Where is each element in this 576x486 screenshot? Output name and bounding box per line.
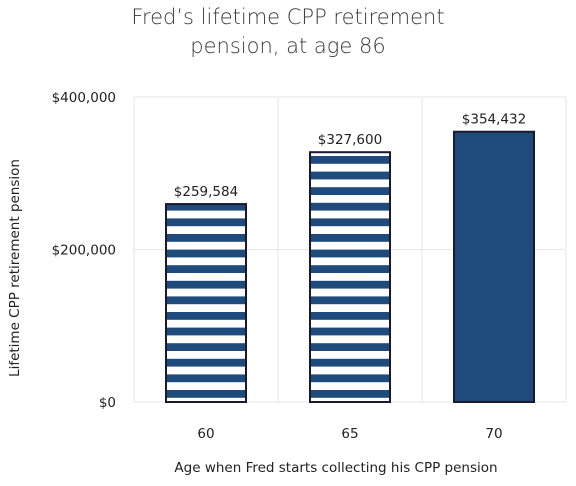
y-tick-label: $0 xyxy=(99,395,116,411)
y-tick-label: $400,000 xyxy=(52,90,116,106)
bar-age-70 xyxy=(454,132,534,402)
data-label-age-60: $259,584 xyxy=(174,184,238,200)
chart-title-line-1: Fred’s lifetime CPP retirement xyxy=(131,5,444,29)
chart-title-line-2: pension, at age 86 xyxy=(190,34,385,58)
bar-age-65 xyxy=(310,152,390,402)
data-label-age-65: $327,600 xyxy=(318,132,382,148)
data-label-age-70: $354,432 xyxy=(462,112,526,128)
bars xyxy=(166,132,534,402)
x-tick-label: 60 xyxy=(197,426,214,442)
x-axis-ticks: 60 65 70 xyxy=(197,426,502,442)
y-tick-label: $200,000 xyxy=(52,243,116,259)
x-tick-label: 70 xyxy=(485,426,502,442)
x-tick-label: 65 xyxy=(341,426,358,442)
x-axis-label: Age when Fred starts collecting his CPP … xyxy=(174,460,497,476)
chart-title: Fred’s lifetime CPP retirement pension, … xyxy=(131,5,444,58)
bar-age-60 xyxy=(166,204,246,402)
y-axis-ticks: $0 $200,000 $400,000 xyxy=(52,90,116,411)
y-axis-label: Lifetime CPP retirement pension xyxy=(7,159,23,377)
